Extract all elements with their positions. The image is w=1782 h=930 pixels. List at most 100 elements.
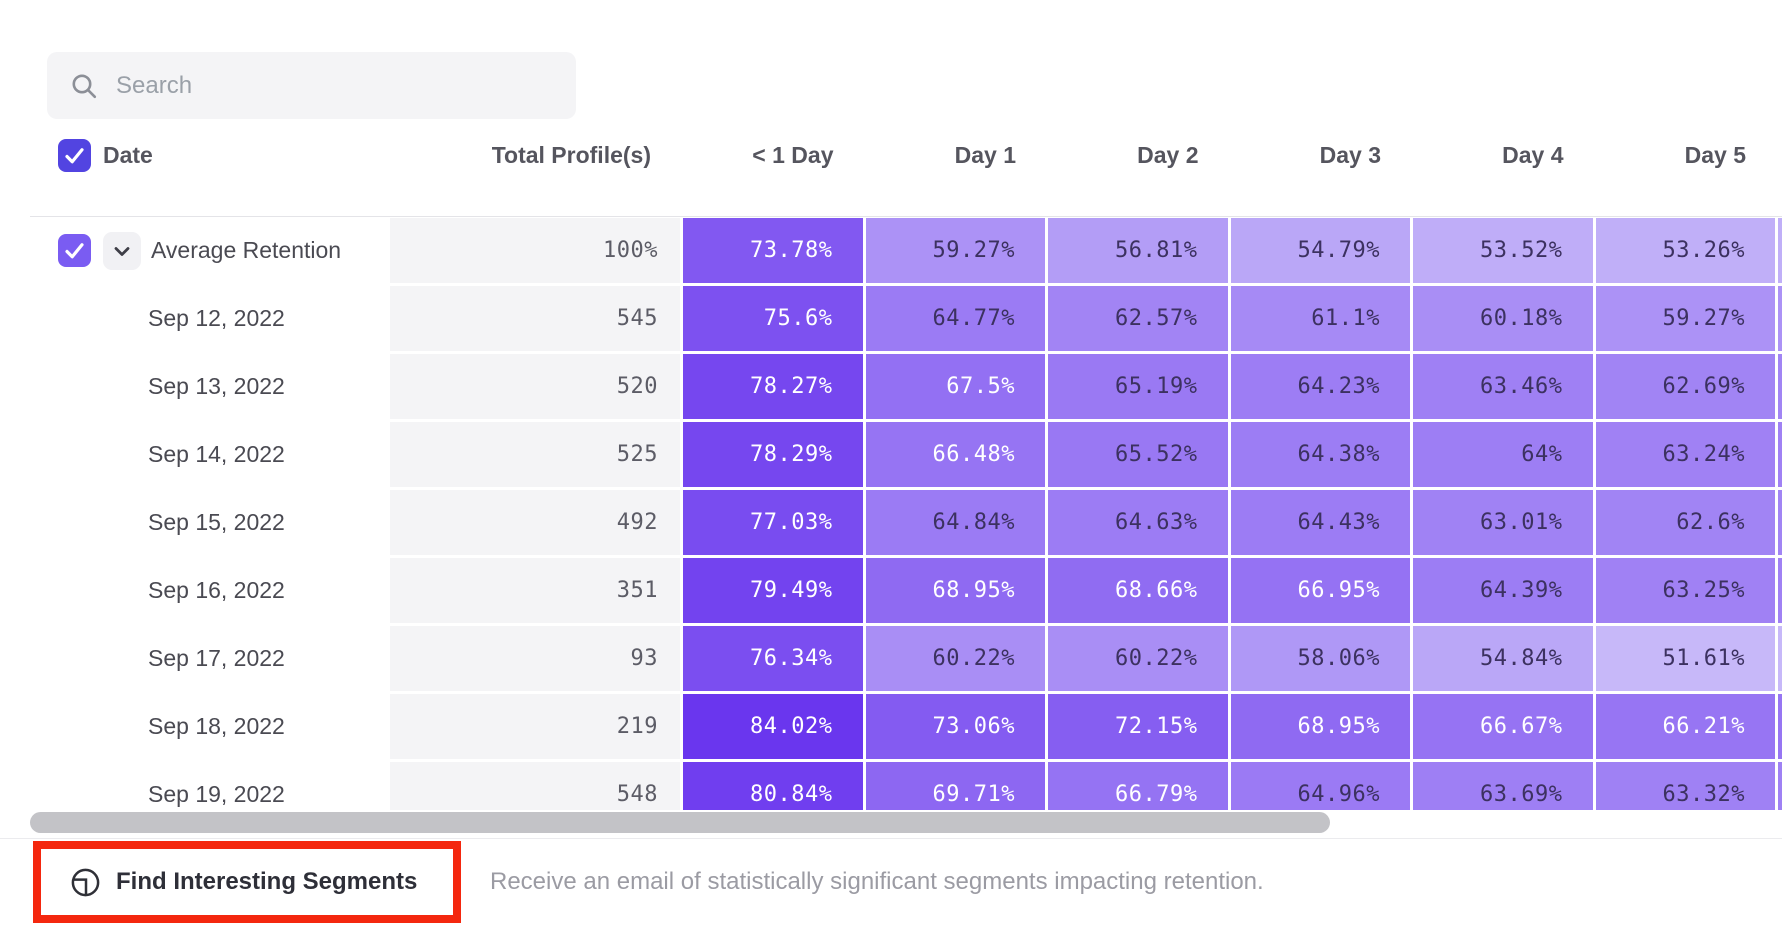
row-checkbox[interactable] (58, 234, 91, 267)
retention-cell[interactable]: 63.01% (1413, 490, 1593, 555)
retention-cell-clipped[interactable] (1778, 626, 1782, 691)
retention-cell[interactable]: 64% (1413, 422, 1593, 487)
total-profiles-cell[interactable]: 545 (390, 286, 680, 351)
date-column-header: Date (103, 141, 153, 168)
retention-cell[interactable]: 63.46% (1413, 354, 1593, 419)
retention-cell[interactable]: 62.57% (1048, 286, 1228, 351)
retention-cell[interactable]: 53.52% (1413, 218, 1593, 283)
date-row: Sep 18, 2022 219 84.02% 73.06% 72.15% 68.95% 6… (30, 694, 1782, 759)
retention-cell[interactable]: 67.5% (865, 354, 1045, 419)
retention-cell[interactable]: 58.06% (1230, 626, 1410, 691)
retention-cell-clipped[interactable] (1778, 286, 1782, 351)
total-profiles-cell[interactable]: 219 (390, 694, 680, 759)
retention-cell[interactable]: 75.6% (683, 286, 863, 351)
total-profiles-cell[interactable]: 351 (390, 558, 680, 623)
retention-cell[interactable]: 63.32% (1595, 762, 1775, 810)
day-column-header: Day 5 (1684, 141, 1746, 168)
retention-cell[interactable]: 64.43% (1230, 490, 1410, 555)
retention-cell-clipped[interactable] (1778, 422, 1782, 487)
footer-divider (0, 838, 1782, 839)
retention-cell[interactable]: 65.52% (1048, 422, 1228, 487)
retention-cell[interactable]: 65.19% (1048, 354, 1228, 419)
retention-cell[interactable]: 61.1% (1230, 286, 1410, 351)
retention-cell[interactable]: 60.18% (1413, 286, 1593, 351)
retention-cell[interactable]: 54.79% (1230, 218, 1410, 283)
interesting-segments-icon (71, 868, 100, 897)
date-row: Sep 15, 2022 492 77.03% 64.84% 64.63% 64.43% 6… (30, 490, 1782, 555)
retention-cell[interactable]: 54.84% (1413, 626, 1593, 691)
find-interesting-segments-button[interactable]: Find Interesting Segments (71, 868, 417, 897)
expand-chevron-button[interactable] (103, 231, 141, 270)
total-profiles-cell[interactable]: 100% (390, 218, 680, 283)
date-column-header-cell: Date (30, 138, 387, 172)
retention-cell[interactable]: 64.63% (1048, 490, 1228, 555)
retention-cell[interactable]: 68.95% (1230, 694, 1410, 759)
retention-cell[interactable]: 64.23% (1230, 354, 1410, 419)
retention-cell[interactable]: 64.38% (1230, 422, 1410, 487)
retention-cell[interactable]: 80.84% (683, 762, 863, 810)
date-row: Sep 17, 2022 93 76.34% 60.22% 60.22% 58.06% 54… (30, 626, 1782, 691)
total-profiles-cell[interactable]: 548 (390, 762, 680, 810)
total-profiles-cell[interactable]: 93 (390, 626, 680, 691)
retention-cell[interactable]: 72.15% (1048, 694, 1228, 759)
retention-cell[interactable]: 64.96% (1230, 762, 1410, 810)
retention-cell-clipped[interactable] (1778, 354, 1782, 419)
retention-cell-clipped[interactable] (1778, 558, 1782, 623)
total-profiles-cell[interactable]: 492 (390, 490, 680, 555)
retention-cell[interactable]: 84.02% (683, 694, 863, 759)
table-body: Average Retention 100% 73.78% 59.27% 56.81% 5… (30, 218, 1782, 810)
retention-cell[interactable]: 63.24% (1595, 422, 1775, 487)
day-column-header: Day 4 (1502, 141, 1564, 168)
date-cell: Sep 16, 2022 (30, 558, 387, 623)
retention-cell[interactable]: 69.71% (865, 762, 1045, 810)
retention-cell[interactable]: 64.77% (865, 286, 1045, 351)
retention-cell[interactable]: 66.21% (1595, 694, 1775, 759)
retention-cell[interactable]: 66.48% (865, 422, 1045, 487)
row-label: Sep 16, 2022 (148, 577, 285, 603)
day-column-header: Day 2 (1137, 141, 1199, 168)
retention-cell[interactable]: 60.22% (1048, 626, 1228, 691)
date-row: Sep 14, 2022 525 78.29% 66.48% 65.52% 64.38% 6… (30, 422, 1782, 487)
find-interesting-segments-label: Find Interesting Segments (116, 868, 418, 895)
retention-cell[interactable]: 60.22% (865, 626, 1045, 691)
select-all-checkbox[interactable] (58, 138, 91, 172)
retention-cell[interactable]: 73.06% (865, 694, 1045, 759)
retention-cell[interactable]: 76.34% (683, 626, 863, 691)
date-cell: Sep 12, 2022 (30, 286, 387, 351)
retention-cell[interactable]: 66.95% (1230, 558, 1410, 623)
retention-cell[interactable]: 59.27% (1595, 286, 1775, 351)
retention-cell[interactable]: 66.67% (1413, 694, 1593, 759)
retention-cell-clipped[interactable] (1778, 694, 1782, 759)
retention-cell[interactable]: 77.03% (683, 490, 863, 555)
retention-cell-clipped[interactable] (1778, 218, 1782, 283)
retention-cell[interactable]: 68.95% (865, 558, 1045, 623)
search-input[interactable]: Search (47, 52, 576, 119)
retention-cell[interactable]: 63.69% (1413, 762, 1593, 810)
date-row: Sep 13, 2022 520 78.27% 67.5% 65.19% 64.23% 63… (30, 354, 1782, 419)
average-retention-row: Average Retention 100% 73.78% 59.27% 56.81% 5… (30, 218, 1782, 283)
date-cell: Sep 19, 2022 (30, 762, 387, 810)
retention-cell[interactable]: 79.49% (683, 558, 863, 623)
retention-cell[interactable]: 66.79% (1048, 762, 1228, 810)
retention-cell[interactable]: 78.29% (683, 422, 863, 487)
retention-cell[interactable]: 59.27% (865, 218, 1045, 283)
retention-cell[interactable]: 64.84% (865, 490, 1045, 555)
retention-cell[interactable]: 64.39% (1413, 558, 1593, 623)
retention-cell[interactable]: 63.25% (1595, 558, 1775, 623)
retention-cell-clipped[interactable] (1778, 490, 1782, 555)
total-profiles-cell[interactable]: 520 (390, 354, 680, 419)
retention-cell-clipped[interactable] (1778, 762, 1782, 810)
retention-cell[interactable]: 62.69% (1595, 354, 1775, 419)
row-label: Average Retention (151, 237, 342, 263)
horizontal-scrollbar-thumb[interactable] (30, 812, 1330, 833)
retention-cell[interactable]: 53.26% (1595, 218, 1775, 283)
retention-cell[interactable]: 56.81% (1048, 218, 1228, 283)
retention-cell[interactable]: 51.61% (1595, 626, 1775, 691)
retention-cell[interactable]: 62.6% (1595, 490, 1775, 555)
total-profiles-cell[interactable]: 525 (390, 422, 680, 487)
retention-cell[interactable]: 73.78% (683, 218, 863, 283)
annotation-highlight-box: Find Interesting Segments (33, 841, 461, 923)
retention-cell[interactable]: 68.66% (1048, 558, 1228, 623)
row-label: Sep 17, 2022 (148, 645, 285, 671)
retention-cell[interactable]: 78.27% (683, 354, 863, 419)
